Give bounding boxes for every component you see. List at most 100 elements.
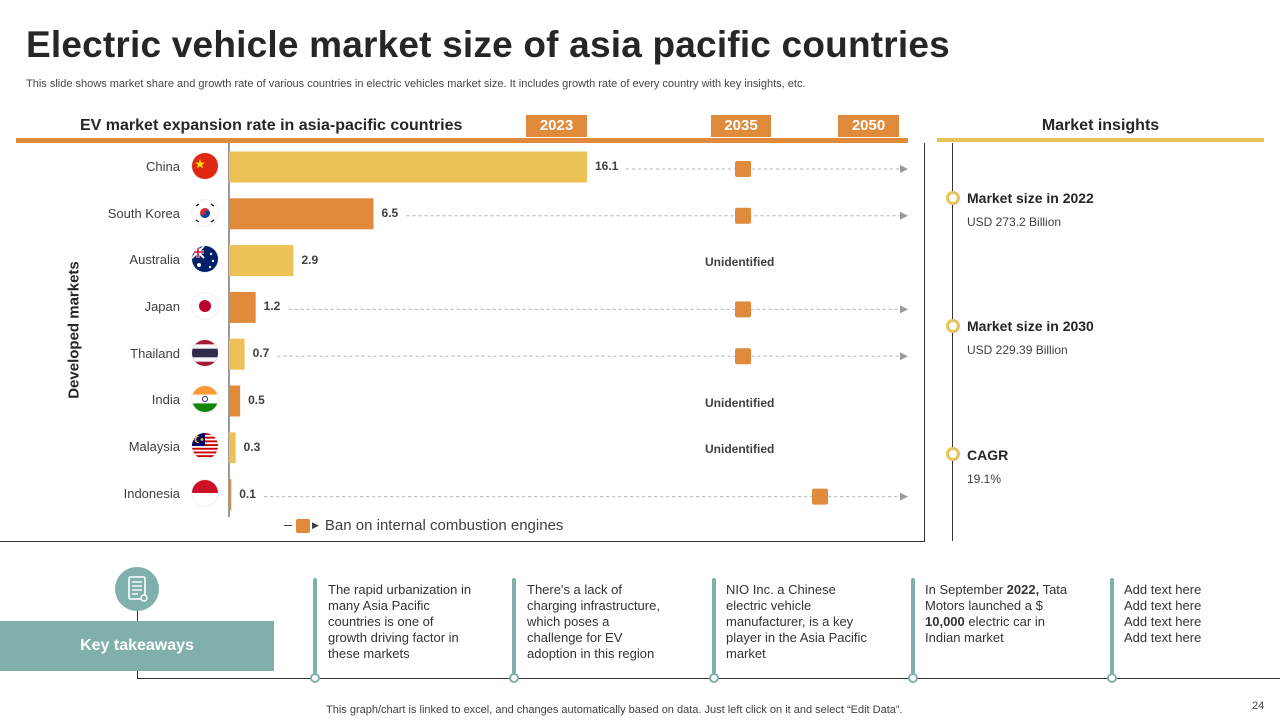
- south-korea-flag-icon: [192, 200, 218, 226]
- year-badge-2023: 2023: [526, 115, 587, 137]
- insights-rule: [937, 138, 1264, 142]
- arrowhead-icon: [900, 165, 908, 173]
- insight-value: USD 273.2 Billion: [967, 215, 1062, 229]
- takeaway-text: Add text here Add text here Add text her…: [1124, 582, 1280, 646]
- insight-value: USD 229.39 Billion: [967, 343, 1068, 357]
- takeaway-line: charging infrastructure,: [527, 598, 660, 613]
- china-flag-icon: [192, 153, 218, 179]
- takeaway-accent-bar: [313, 578, 317, 674]
- takeaway-dot-icon: [310, 673, 320, 683]
- footer-note: This graph/chart is linked to excel, and…: [326, 704, 903, 716]
- chart-legend: ▶ Ban on internal combustion engines: [284, 517, 563, 534]
- takeaway-dot-icon: [908, 673, 918, 683]
- ban-unidentified-india: Unidentified: [705, 396, 775, 410]
- insight-value: 19.1%: [967, 472, 1002, 486]
- takeaway-line: In September 2022, Tata: [925, 582, 1068, 597]
- bar-china: [229, 151, 587, 183]
- takeaway-line: 10,000 electric car in: [925, 614, 1045, 629]
- takeaway-line: NIO Inc. a Chinese: [726, 582, 836, 597]
- bar-malaysia: [229, 432, 236, 464]
- takeaway-line: these markets: [328, 646, 410, 661]
- takeaway-line: Add text here: [1124, 598, 1202, 613]
- bar-australia: [229, 245, 294, 277]
- country-label-china: China: [146, 159, 180, 174]
- takeaway-line: manufacturer, is a key: [726, 614, 854, 629]
- page-subtitle: This slide shows market share and growth…: [26, 78, 806, 90]
- bar-south-korea: [229, 198, 374, 230]
- ban-marker-2035: [735, 348, 751, 365]
- takeaway-line: challenge for EV: [527, 630, 623, 645]
- takeaway-line: many Asia Pacific: [328, 598, 430, 613]
- india-flag-icon: [192, 386, 218, 412]
- bar-value-label: 6.5: [381, 205, 399, 220]
- insights-title: Market insights: [1041, 117, 1160, 134]
- ban-marker-2035: [735, 161, 751, 177]
- country-label-south-korea: South Korea: [107, 206, 180, 221]
- chart-title: EV market expansion rate in asia-pacific…: [80, 117, 463, 134]
- takeaway-line: Add text here: [1124, 614, 1202, 629]
- insight-bullet-icon: [946, 191, 960, 205]
- insight-heading: CAGR: [967, 447, 1009, 463]
- takeaway-line: Add text here: [1124, 582, 1202, 597]
- takeaway-accent-bar: [712, 578, 716, 674]
- insight-bullet-icon: [946, 447, 960, 461]
- takeaway-line: The rapid urbanization in: [328, 582, 472, 597]
- ban-marker-2035: [735, 301, 751, 318]
- legend-arrow-icon: ▶: [312, 520, 319, 530]
- takeaway-dot-icon: [509, 673, 519, 683]
- chart-plot: [228, 143, 908, 517]
- bar-value-label: 0.1: [239, 486, 256, 501]
- takeaway-line: Motors launched a $: [925, 598, 1043, 613]
- takeaway-accent-bar: [512, 578, 516, 674]
- takeaway-line: which poses a: [527, 614, 610, 629]
- takeaway-line: countries is one of: [328, 614, 434, 629]
- insight-bullet-icon: [946, 319, 960, 333]
- country-label-thailand: Thailand: [130, 346, 180, 361]
- japan-flag-icon: [192, 293, 218, 319]
- takeaway-accent-bar: [1110, 578, 1114, 674]
- bar-value-label: 1.2: [263, 299, 281, 314]
- legend-line-icon: [284, 525, 292, 526]
- insight-heading: Market size in 2022: [967, 190, 1094, 206]
- country-label-malaysia: Malaysia: [128, 439, 180, 454]
- year-badge-2050: 2050: [838, 115, 899, 137]
- takeaway-text: The rapid urbanization in many Asia Paci…: [328, 582, 493, 662]
- bar-indonesia: [229, 479, 232, 511]
- thailand-flag-icon: [192, 340, 218, 366]
- country-label-india: India: [151, 392, 180, 407]
- legend-label: Ban on internal combustion engines: [324, 517, 564, 534]
- key-takeaways-label: Key takeaways: [0, 621, 274, 671]
- ban-unidentified-australia: Unidentified: [705, 255, 775, 269]
- arrowhead-icon: [900, 211, 908, 220]
- takeaway-text: There's a lack of charging infrastructur…: [527, 582, 692, 662]
- bar-india: [229, 385, 241, 417]
- page-number: 24: [1252, 700, 1265, 712]
- takeaway-text: In September 2022, Tata Motors launched …: [925, 582, 1090, 646]
- takeaways-baseline: [137, 678, 1280, 679]
- bar-value-label: 0.3: [243, 439, 261, 454]
- ban-marker-2035: [735, 207, 751, 224]
- ban-marker-2050: [812, 488, 828, 505]
- arrowhead-icon: [900, 492, 908, 501]
- australia-flag-icon: [192, 246, 218, 272]
- bar-japan: [229, 291, 256, 323]
- bar-value-label: 16.1: [595, 159, 619, 173]
- document-list-icon: [115, 567, 159, 611]
- arrowhead-icon: [900, 305, 908, 314]
- chart-frame: [0, 143, 925, 542]
- chart-header-rule: [16, 138, 908, 143]
- ban-unidentified-malaysia: Unidentified: [705, 442, 775, 456]
- insight-heading: Market size in 2030: [967, 318, 1094, 334]
- takeaway-line: player in the Asia Pacific: [726, 630, 867, 645]
- bar-value-label: 0.7: [252, 346, 270, 361]
- year-badge-2035: 2035: [711, 115, 771, 137]
- bar-value-label: 0.5: [248, 393, 265, 407]
- takeaway-line: Add text here: [1124, 630, 1202, 645]
- bar-value-label: 2.9: [301, 252, 319, 267]
- takeaway-line: growth driving factor in: [328, 630, 459, 645]
- takeaway-dot-icon: [709, 673, 719, 683]
- takeaway-text: NIO Inc. a Chinese electric vehicle manu…: [726, 582, 891, 662]
- country-label-australia: Australia: [129, 252, 180, 267]
- page-title: Electric vehicle market size of asia pac…: [26, 24, 950, 65]
- arrowhead-icon: [900, 352, 908, 361]
